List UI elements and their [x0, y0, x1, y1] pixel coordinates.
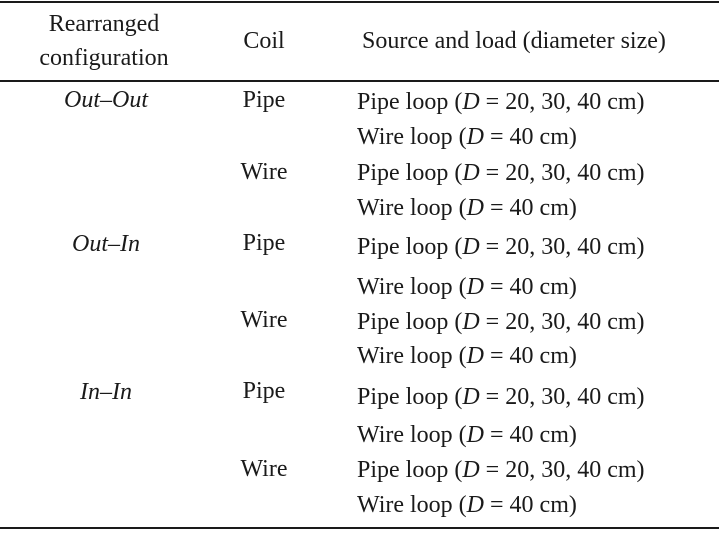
load-entry: Wire loop (D = 40 cm): [357, 195, 577, 221]
load-entry: Wire loop (D = 40 cm): [357, 422, 577, 448]
coil-label: Wire: [240, 456, 288, 482]
load-entry: Wire loop (D = 40 cm): [357, 492, 577, 518]
configuration-label: Out–In: [72, 231, 140, 257]
load-entry: Wire loop (D = 40 cm): [357, 274, 577, 300]
coil-label: Pipe: [242, 378, 286, 404]
configuration-label: In–In: [80, 379, 132, 405]
load-entry: Pipe loop (D = 20, 30, 40 cm): [357, 234, 645, 260]
load-entry: Pipe loop (D = 20, 30, 40 cm): [357, 160, 645, 186]
load-entry: Pipe loop (D = 20, 30, 40 cm): [357, 309, 645, 335]
header-rule: [0, 80, 719, 82]
coil-label: Wire: [240, 307, 288, 333]
header-config-line1: Rearranged: [48, 11, 160, 37]
configuration-label: Out–Out: [64, 87, 148, 113]
coil-label: Pipe: [242, 87, 286, 113]
header-coil: Coil: [243, 28, 285, 54]
coil-label: Pipe: [242, 230, 286, 256]
load-entry: Wire loop (D = 40 cm): [357, 124, 577, 150]
header-config-line2: configuration: [39, 45, 169, 71]
load-entry: Wire loop (D = 40 cm): [357, 343, 577, 369]
load-entry: Pipe loop (D = 20, 30, 40 cm): [357, 384, 645, 410]
load-entry: Pipe loop (D = 20, 30, 40 cm): [357, 457, 645, 483]
load-entry: Pipe loop (D = 20, 30, 40 cm): [357, 89, 645, 115]
header-source-load: Source and load (diameter size): [362, 28, 666, 54]
coil-label: Wire: [240, 159, 288, 185]
bottom-rule: [0, 527, 719, 529]
top-rule: [0, 1, 719, 3]
